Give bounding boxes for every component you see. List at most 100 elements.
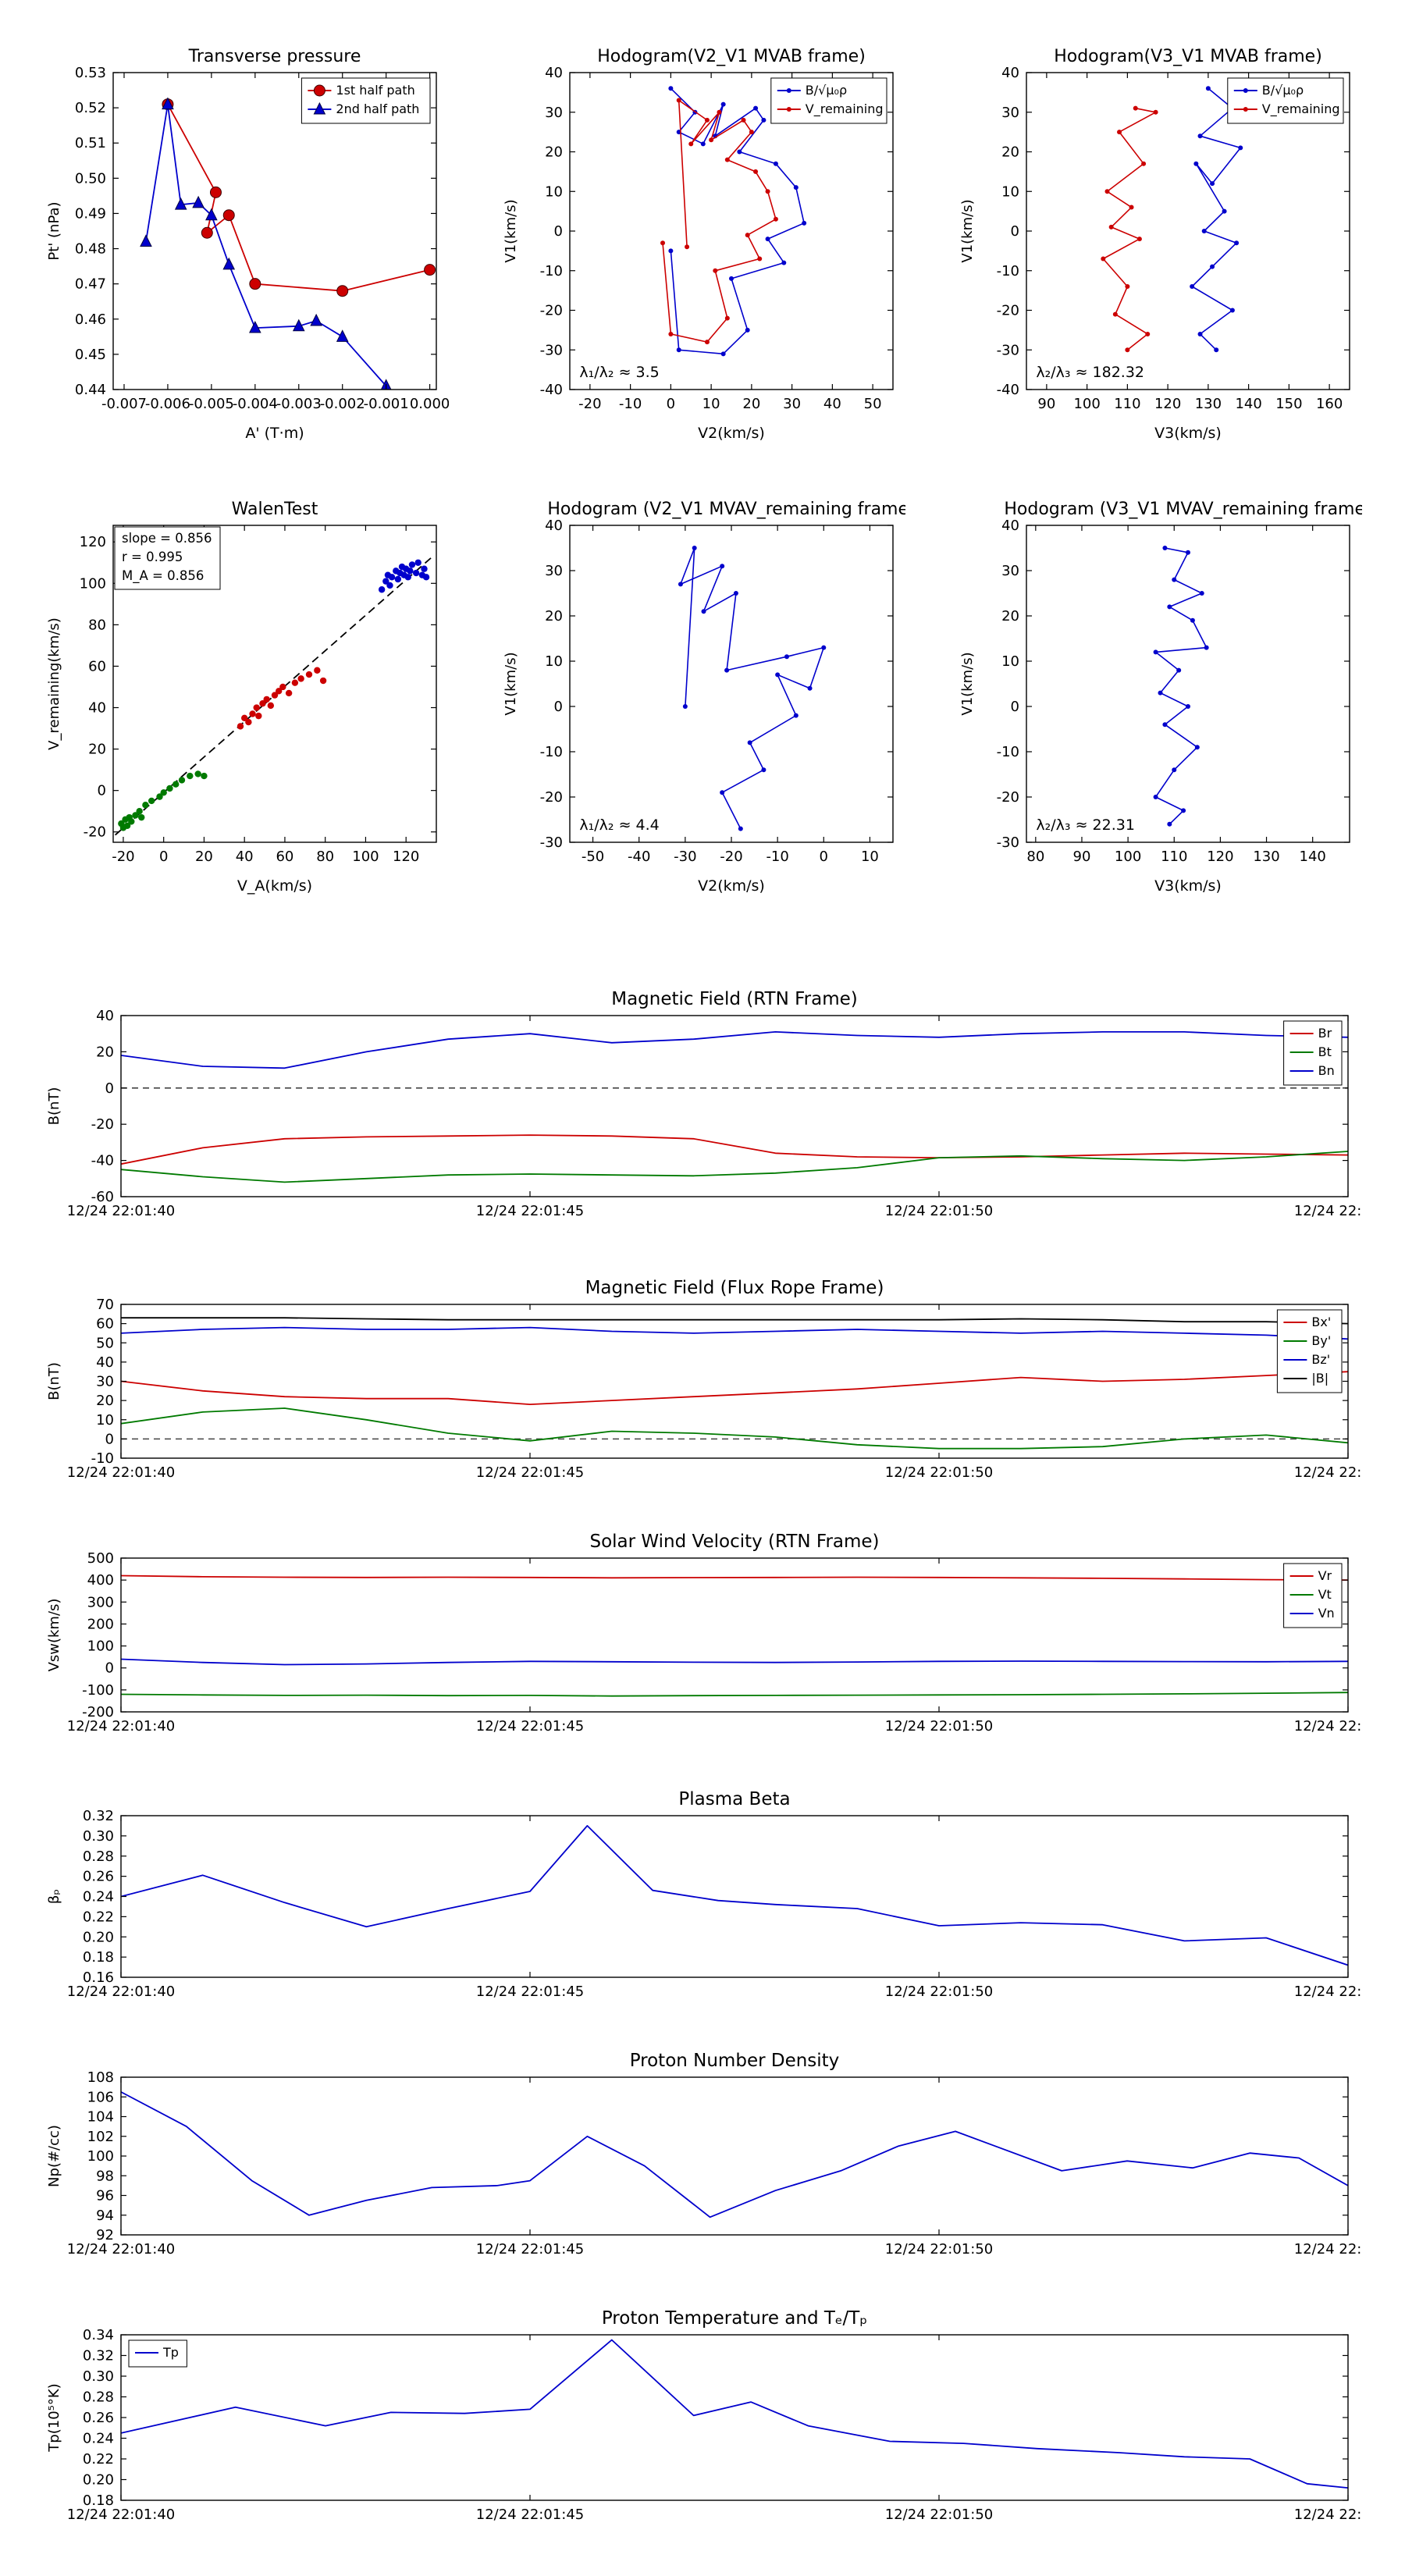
plot-magnetic-field-fluxrope: 12/24 22:01:40 12/24 22:01:45 12/24 22:01:… xyxy=(43,1268,1402,1499)
svg-text:70: 70 xyxy=(96,1297,114,1313)
svg-text:40: 40 xyxy=(236,849,254,865)
svg-text:10: 10 xyxy=(96,1412,114,1429)
svg-text:-10: -10 xyxy=(766,849,788,865)
svg-text:40: 40 xyxy=(88,700,106,717)
svg-text:M_A = 0.856: M_A = 0.856 xyxy=(122,568,204,584)
svg-text:V_remaining(km/s): V_remaining(km/s) xyxy=(46,617,62,750)
svg-text:12/24 22:01:50: 12/24 22:01:50 xyxy=(885,2507,993,2523)
svg-text:-60: -60 xyxy=(91,1189,114,1205)
svg-text:40: 40 xyxy=(823,396,841,412)
svg-text:Bn: Bn xyxy=(1318,1063,1335,1078)
svg-text:-200: -200 xyxy=(82,1704,114,1720)
svg-text:20: 20 xyxy=(742,396,760,412)
svg-text:0.18: 0.18 xyxy=(83,1949,114,1966)
svg-text:-10: -10 xyxy=(540,744,563,760)
svg-text:90: 90 xyxy=(1037,396,1055,412)
svg-text:0: 0 xyxy=(820,849,828,865)
svg-text:12/24 22:01:55: 12/24 22:01:55 xyxy=(1294,2507,1362,2523)
svg-text:30: 30 xyxy=(96,1374,114,1390)
svg-text:12/24 22:01:40: 12/24 22:01:40 xyxy=(67,2241,175,2258)
svg-text:130: 130 xyxy=(1195,396,1222,412)
svg-text:0.18: 0.18 xyxy=(83,2492,114,2509)
svg-text:120: 120 xyxy=(393,849,419,865)
svg-text:80: 80 xyxy=(88,617,106,633)
chart-hodogram-v3v1-mvav: 80 90 100 110 120 130 140 -30 -20 -10 0 10 20 30 40Hod… xyxy=(959,500,1372,895)
svg-text:V_A(km/s): V_A(km/s) xyxy=(237,877,312,895)
svg-text:20: 20 xyxy=(96,1393,114,1409)
svg-text:0.20: 0.20 xyxy=(83,1929,114,1945)
svg-text:B/√μ₀ρ: B/√μ₀ρ xyxy=(806,83,847,98)
svg-text:V1(km/s): V1(km/s) xyxy=(503,199,519,262)
svg-text:-20: -20 xyxy=(997,303,1019,319)
svg-text:-30: -30 xyxy=(540,342,563,358)
svg-text:400: 400 xyxy=(87,1572,114,1589)
svg-text:Transverse pressure: Transverse pressure xyxy=(188,47,361,66)
svg-text:2nd half path: 2nd half path xyxy=(336,101,419,116)
svg-text:20: 20 xyxy=(1001,144,1019,161)
svg-text:20: 20 xyxy=(96,1044,114,1060)
svg-text:Pt' (nPa): Pt' (nPa) xyxy=(46,201,62,260)
svg-text:140: 140 xyxy=(1235,396,1261,412)
svg-text:150: 150 xyxy=(1275,396,1302,412)
svg-text:0: 0 xyxy=(554,223,563,240)
svg-text:WalenTest: WalenTest xyxy=(232,500,318,519)
svg-text:120: 120 xyxy=(1154,396,1181,412)
svg-text:Tp(10⁵°K): Tp(10⁵°K) xyxy=(46,2383,62,2452)
svg-text:0.30: 0.30 xyxy=(83,1828,114,1845)
plot-hodogram-v3v1-mvab: 90 100 110 120 130 140 150 160 -40 -30 -20 -10 0 10 20… xyxy=(956,35,1362,449)
svg-text:12/24 22:01:45: 12/24 22:01:45 xyxy=(476,2507,584,2523)
svg-text:10: 10 xyxy=(545,183,563,200)
svg-text:80: 80 xyxy=(1026,849,1044,865)
chart-hodogram-v2v1-mvab: -20 -10 0 10 20 30 40 50 -40 -30 -20 -10 0 10 20 30 40 Ho… xyxy=(503,47,894,442)
svg-text:-30: -30 xyxy=(997,342,1019,358)
svg-text:108: 108 xyxy=(87,2069,114,2086)
svg-text:-10: -10 xyxy=(540,263,563,279)
svg-text:Hodogram(V2_V1 MVAB frame): Hodogram(V2_V1 MVAB frame) xyxy=(597,47,866,66)
svg-text:140: 140 xyxy=(1300,849,1326,865)
svg-text:100: 100 xyxy=(1115,849,1141,865)
svg-text:10: 10 xyxy=(861,849,879,865)
svg-text:0: 0 xyxy=(98,783,106,799)
svg-text:-20: -20 xyxy=(540,789,563,806)
svg-text:160: 160 xyxy=(1316,396,1343,412)
svg-text:Vn: Vn xyxy=(1318,1606,1335,1621)
svg-text:10: 10 xyxy=(1001,653,1019,670)
svg-text:0.47: 0.47 xyxy=(75,276,106,293)
svg-text:98: 98 xyxy=(96,2168,114,2184)
svg-text:130: 130 xyxy=(1253,849,1279,865)
svg-text:104: 104 xyxy=(87,2109,114,2126)
svg-text:λ₁/λ₂ ≈ 3.5: λ₁/λ₂ ≈ 3.5 xyxy=(579,364,659,381)
svg-text:30: 30 xyxy=(1001,105,1019,121)
plot-solar-wind-velocity: 12/24 22:01:40 12/24 22:01:45 12/24 22:01:… xyxy=(43,1522,1402,1752)
svg-text:94: 94 xyxy=(96,2208,114,2224)
svg-text:-30: -30 xyxy=(674,849,696,865)
svg-text:V_remaining: V_remaining xyxy=(806,101,884,117)
svg-text:-20: -20 xyxy=(112,849,134,865)
svg-text:40: 40 xyxy=(1001,518,1019,534)
svg-text:Magnetic Field (Flux Rope Fram: Magnetic Field (Flux Rope Frame) xyxy=(585,1278,884,1298)
svg-text:0: 0 xyxy=(105,1660,114,1677)
svg-text:0: 0 xyxy=(159,849,168,865)
svg-text:V2(km/s): V2(km/s) xyxy=(698,877,765,895)
svg-text:0.53: 0.53 xyxy=(75,65,106,81)
svg-text:-0.005: -0.005 xyxy=(189,396,234,412)
svg-text:60: 60 xyxy=(276,849,293,865)
svg-text:slope = 0.856: slope = 0.856 xyxy=(122,531,212,546)
chart-mag-fluxrope: 12/24 22:01:40 12/24 22:01:45 12/24 22:01:… xyxy=(46,1278,1402,1481)
svg-text:V_remaining: V_remaining xyxy=(1262,101,1340,117)
svg-text:80: 80 xyxy=(316,849,334,865)
svg-text:0: 0 xyxy=(105,1431,114,1447)
svg-text:12/24 22:01:50: 12/24 22:01:50 xyxy=(885,1464,993,1481)
plot-proton-number-density: 12/24 22:01:40 12/24 22:01:45 12/24 22:01:… xyxy=(43,2041,1402,2275)
svg-text:V3(km/s): V3(km/s) xyxy=(1154,425,1222,442)
svg-text:-30: -30 xyxy=(997,834,1019,851)
svg-text:Vsw(km/s): Vsw(km/s) xyxy=(46,1599,62,1672)
svg-text:10: 10 xyxy=(545,653,563,670)
svg-text:B/√μ₀ρ: B/√μ₀ρ xyxy=(1262,83,1304,98)
svg-text:20: 20 xyxy=(545,608,563,624)
svg-text:Bx': Bx' xyxy=(1311,1315,1331,1329)
svg-text:0.20: 0.20 xyxy=(83,2472,114,2489)
svg-text:Bz': Bz' xyxy=(1311,1352,1330,1367)
svg-text:-20: -20 xyxy=(720,849,742,865)
svg-text:120: 120 xyxy=(1207,849,1233,865)
